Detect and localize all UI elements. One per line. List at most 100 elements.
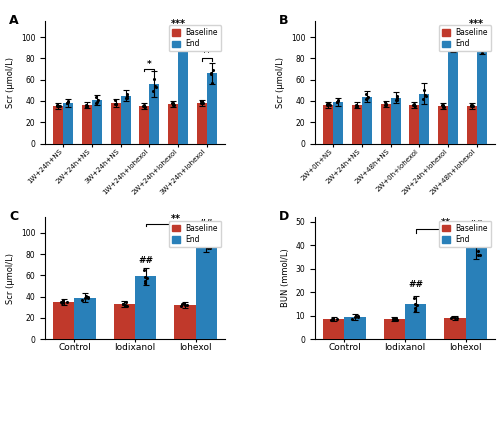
Bar [390,98,400,143]
Point [326,316,334,323]
Point [362,91,370,98]
Point [354,313,362,320]
Point [393,95,401,101]
Point [56,299,64,306]
Bar [92,100,102,143]
Point [393,317,401,324]
Text: ##: ## [138,256,153,265]
Point [389,316,397,323]
Point [410,102,418,109]
Point [180,300,188,307]
Point [123,92,131,99]
Point [92,94,100,100]
Bar [168,104,178,143]
Point [58,298,66,305]
Point [450,313,458,320]
Point [329,315,337,321]
Point [149,87,157,94]
Point [353,103,361,109]
Point [410,102,418,109]
Point [143,274,151,281]
Point [178,302,186,309]
Text: ##: ## [468,220,483,229]
Point [451,314,459,321]
Point [352,312,360,319]
Point [476,41,484,48]
Bar [120,96,130,143]
Bar [53,302,74,339]
Point [168,100,176,106]
Point [94,97,102,104]
Point [198,98,206,105]
Point [413,302,421,309]
Point [452,315,460,321]
Point [467,101,475,108]
Bar [380,104,390,143]
Bar [410,105,420,143]
Point [83,103,91,110]
Point [178,301,186,308]
Point [393,93,401,100]
Y-axis label: BUN (mmol/L): BUN (mmol/L) [281,248,290,307]
Text: ***: *** [170,20,186,29]
Point [141,103,149,110]
Point [178,35,186,42]
Point [152,84,160,91]
Bar [448,47,458,143]
Point [412,301,420,307]
Bar [344,317,366,339]
Point [474,251,482,258]
Point [150,76,158,83]
Point [64,100,72,107]
Point [56,103,64,110]
Bar [110,103,120,143]
Bar [63,103,74,143]
Point [140,267,148,274]
Point [82,293,90,300]
Bar [174,305,196,339]
Point [204,241,212,248]
Point [64,98,72,104]
Point [122,94,130,101]
Point [478,50,486,56]
Point [410,295,418,301]
Bar [82,105,92,143]
Point [468,101,476,108]
Point [362,96,370,103]
Point [352,104,360,111]
Point [392,96,400,103]
Text: ##: ## [408,280,423,289]
Point [350,313,358,320]
Text: ***: *** [470,20,484,29]
Point [438,102,446,109]
Point [328,316,336,323]
Point [123,302,131,309]
Point [122,299,130,306]
Point [112,100,120,107]
Point [324,100,332,107]
Point [476,251,484,258]
Point [59,297,67,304]
Point [333,315,341,322]
Legend: Baseline, End: Baseline, End [169,25,221,51]
Bar [53,106,63,143]
Bar [323,105,333,143]
Point [80,294,88,301]
Point [92,99,100,106]
Bar [333,102,344,143]
Point [208,79,216,86]
Point [182,302,190,309]
Point [448,314,456,321]
Bar [466,248,487,339]
Point [352,101,360,108]
Point [180,33,188,40]
Point [197,99,205,106]
Point [334,96,342,103]
Point [364,95,372,102]
Bar [352,105,362,143]
Bar [384,319,405,339]
Bar [196,103,207,143]
Point [410,307,418,314]
Bar [135,276,156,339]
Bar [140,106,149,143]
